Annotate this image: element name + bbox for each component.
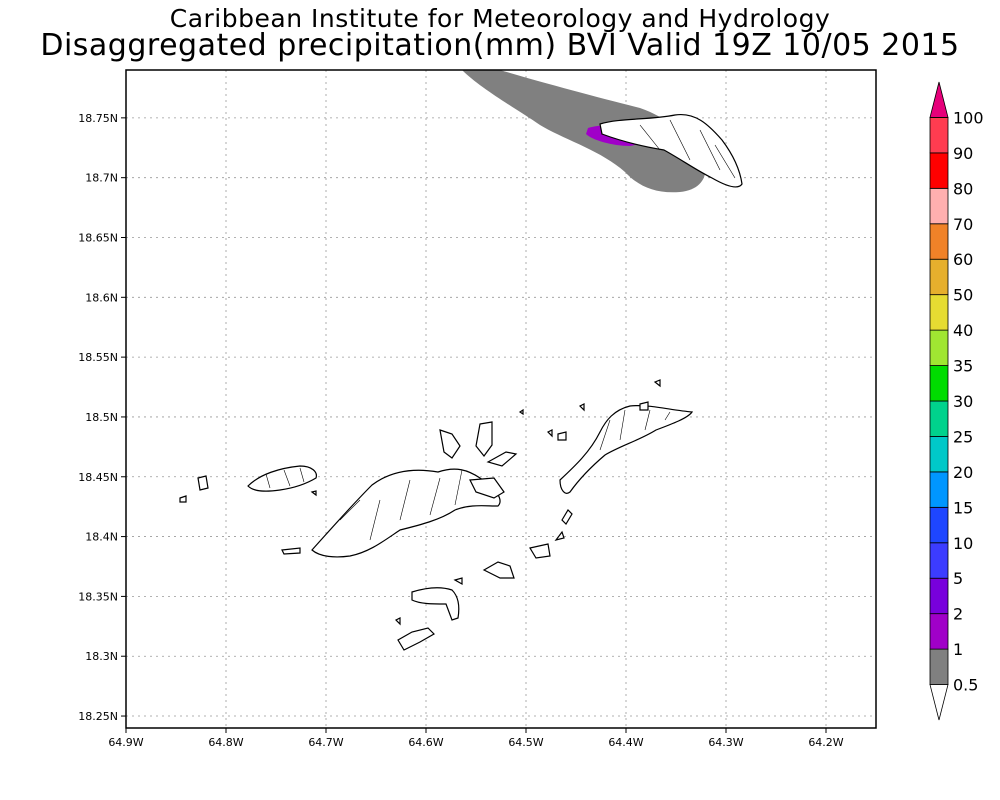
- island-tiny-1: [394, 617, 401, 626]
- colorbar-swatch: [929, 436, 949, 473]
- island-small-west-2: [179, 495, 187, 503]
- colorbar-swatch: [929, 187, 949, 225]
- colorbar-swatch: [929, 400, 949, 437]
- x-tick-label: 64.3W: [708, 736, 743, 749]
- island-great-camanoe: [475, 421, 493, 457]
- island-tiny-4: [546, 429, 553, 438]
- y-tick-label: 18.45N: [78, 471, 118, 484]
- x-tick-label: 64.5W: [508, 736, 543, 749]
- island-west-end: [281, 547, 301, 555]
- y-tick-label: 18.55N: [78, 351, 118, 364]
- colorbar-label: 0.5: [953, 676, 978, 695]
- y-tick-label: 18.65N: [78, 231, 118, 244]
- colorbar-swatch: [929, 471, 949, 508]
- colorbar-label: 15: [953, 498, 973, 517]
- colorbar-swatch: [929, 258, 949, 296]
- colorbar-swatch: [929, 223, 949, 260]
- x-tick-label: 64.4W: [608, 736, 643, 749]
- y-tick-label: 18.3N: [85, 650, 118, 663]
- island-tiny-8: [518, 408, 524, 416]
- island-peter: [411, 587, 460, 621]
- colorbar-swatch: [929, 506, 949, 544]
- chart-subtitle: Disaggregated precipitation(mm) BVI Vali…: [40, 28, 960, 63]
- y-tick-label: 18.6N: [85, 291, 118, 304]
- island-virgin-gorda: [559, 405, 694, 494]
- colorbar-label: 30: [953, 392, 973, 411]
- island-small-west-1: [197, 475, 209, 491]
- colorbar-swatch: [929, 542, 949, 579]
- colorbar-swatch: [929, 329, 949, 366]
- island-tiny-9: [310, 490, 317, 497]
- x-tick-label: 64.6W: [408, 736, 443, 749]
- y-tick-label: 18.25N: [78, 710, 118, 723]
- colorbar-swatch: [929, 648, 949, 685]
- colorbar-label: 40: [953, 321, 973, 340]
- colorbar-label: 80: [953, 179, 973, 198]
- colorbar-upper-triangle: [929, 81, 949, 118]
- colorbar-label: 5: [953, 569, 963, 588]
- colorbar-label: 100: [953, 108, 984, 127]
- colorbar-swatch: [929, 613, 949, 650]
- islands: [179, 113, 743, 651]
- island-tiny-6: [653, 379, 661, 388]
- island-norman-cooper: [529, 543, 551, 559]
- colorbar-swatch: [929, 577, 949, 615]
- x-axis: 64.9W 64.8W 64.7W 64.6W 64.5W 64.4W 64.3W 64.2W: [108, 728, 844, 749]
- island-boundaries: [265, 119, 736, 541]
- map-frame: [125, 69, 877, 729]
- colorbar-label: 60: [953, 250, 973, 269]
- island-beef-east: [469, 477, 505, 499]
- colorbar-label: 2: [953, 605, 963, 624]
- island-tiny-3: [578, 403, 585, 412]
- island-tiny-5: [557, 431, 567, 441]
- island-tiny-2: [453, 577, 463, 586]
- colorbar-swatch: [929, 152, 949, 189]
- island-anegada: [599, 113, 743, 188]
- colorbar-label: 25: [953, 427, 973, 446]
- island-tortola: [311, 468, 501, 558]
- colorbar-swatch: [929, 294, 949, 331]
- chart-title: Caribbean Institute for Meteorology and …: [169, 4, 831, 33]
- island-norman: [397, 627, 435, 651]
- colorbar-label: 35: [953, 357, 973, 376]
- island-jost-van-dyke: [247, 465, 317, 492]
- map-grid: [125, 70, 876, 728]
- island-east-chain-2: [554, 530, 565, 541]
- x-tick-label: 64.8W: [208, 736, 243, 749]
- colorbar-label: 50: [953, 286, 973, 305]
- island-east-chain: [561, 509, 573, 525]
- precip-area-1mm: [462, 70, 706, 193]
- y-tick-label: 18.35N: [78, 590, 118, 603]
- island-guana: [439, 429, 461, 459]
- colorbar-lower-triangle: [929, 684, 949, 721]
- y-axis: 18.25N 18.3N 18.35N 18.4N 18.45N 18.5N 18.55N 1…: [78, 112, 126, 723]
- x-tick-label: 64.9W: [108, 736, 143, 749]
- colorbar-swatch: [929, 365, 949, 402]
- colorbar-label: 1: [953, 640, 963, 659]
- colorbar-label: 20: [953, 463, 973, 482]
- colorbar-label: 70: [953, 215, 973, 234]
- y-tick-label: 18.7N: [85, 172, 118, 185]
- x-tick-label: 64.7W: [308, 736, 343, 749]
- island-tiny-7: [639, 401, 649, 411]
- y-tick-label: 18.5N: [85, 411, 118, 424]
- island-scrub: [486, 451, 518, 467]
- colorbar-label: 90: [953, 144, 973, 163]
- x-tick-label: 64.2W: [808, 736, 843, 749]
- y-tick-label: 18.75N: [78, 112, 118, 125]
- island-ginger-salt: [482, 561, 515, 579]
- colorbar-swatch: [929, 117, 949, 154]
- y-tick-label: 18.4N: [85, 531, 118, 544]
- colorbar-label: 10: [953, 534, 973, 553]
